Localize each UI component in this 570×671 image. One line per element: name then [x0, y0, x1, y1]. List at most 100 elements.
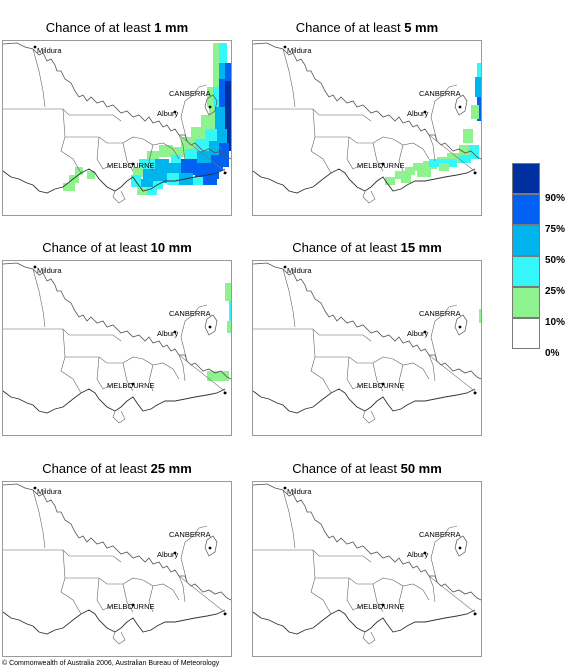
probability-cell [209, 107, 215, 131]
district-boundary [32, 48, 46, 108]
title-prefix: Chance of at least [292, 240, 397, 255]
district-boundary [253, 328, 372, 342]
coastline [3, 609, 226, 635]
district-boundary [3, 549, 122, 563]
place-label-mildura: Mildura [37, 487, 62, 496]
probability-cell [63, 183, 75, 191]
probability-cell [87, 171, 95, 179]
district-boundary [372, 142, 384, 172]
probability-grid [479, 309, 481, 323]
town-dot [283, 486, 287, 490]
district-boundary [112, 410, 126, 424]
map-15mm: Mildura CANBERRA Albury MELBOURNE [252, 260, 482, 436]
town-dot [173, 551, 177, 555]
place-label-canberra: CANBERRA [169, 89, 211, 98]
probability-cell [167, 173, 181, 185]
district-boundary [372, 362, 384, 392]
town-dot [223, 171, 227, 175]
district-boundary [142, 579, 180, 601]
probability-cell [75, 167, 83, 175]
district-boundary [430, 304, 458, 362]
town-dot [131, 162, 135, 166]
district-boundary [65, 577, 144, 585]
district-boundary [310, 549, 332, 615]
district-boundary [428, 354, 436, 382]
place-label-albury: Albury [407, 329, 429, 338]
district-boundary [96, 136, 112, 170]
probability-cell [405, 167, 415, 175]
district-boundary [346, 577, 362, 611]
district-boundary [398, 585, 404, 613]
legend-label-10: 10% [545, 317, 566, 328]
district-boundary [178, 134, 186, 162]
title-prefix: Chance of at least [45, 20, 151, 35]
legend-label-0: 0% [545, 348, 560, 359]
probability-cell [207, 87, 215, 107]
probability-cell [193, 177, 203, 185]
town-dot [208, 325, 212, 329]
probability-cell [173, 147, 185, 157]
panel-title: Chance of at least 50 mm [252, 459, 482, 479]
probability-cell [469, 145, 479, 159]
probability-cell [209, 141, 219, 155]
probability-cell [139, 159, 155, 169]
legend-label-90: 90% [545, 193, 566, 204]
district-boundary [112, 631, 126, 645]
district-boundary [32, 268, 46, 328]
legend-swatch-0 [512, 318, 540, 349]
border-line [178, 134, 228, 174]
map-50mm: Mildura CANBERRA Albury MELBOURNE [252, 481, 482, 657]
probability-cell [215, 107, 225, 131]
title-prefix: Chance of at least [42, 461, 147, 476]
place-label-melbourne: MELBOURNE [107, 381, 155, 390]
probability-grid [385, 63, 481, 185]
probability-cell [229, 301, 231, 321]
map-svg: Mildura CANBERRA Albury MELBOURNE [3, 42, 231, 204]
coastline [3, 388, 226, 414]
map-svg: Mildura CANBERRA Albury MELBOURNE [253, 483, 481, 645]
district-boundary [122, 583, 134, 613]
probability-cell [185, 149, 197, 159]
district-boundary [392, 579, 430, 601]
legend-swatch-10 [512, 287, 540, 318]
district-boundary [3, 108, 122, 122]
probability-cell [217, 129, 227, 143]
probability-cell [475, 77, 481, 97]
map-svg: Mildura CANBERRA Albury MELBOURNE [253, 262, 481, 424]
place-label-melbourne: MELBOURNE [107, 602, 155, 611]
district-boundary [315, 136, 394, 144]
legend-swatch-90 [512, 163, 540, 194]
coastline [253, 388, 476, 414]
district-boundary [282, 489, 296, 549]
town-dot [33, 265, 37, 269]
map-5mm: Mildura CANBERRA Albury MELBOURNE [252, 40, 482, 216]
probability-cell [479, 309, 481, 323]
coastline [253, 168, 476, 194]
place-label-canberra: CANBERRA [419, 309, 461, 318]
place-label-albury: Albury [407, 550, 429, 559]
legend-label-75: 75% [545, 224, 566, 235]
probability-cell [459, 155, 471, 163]
probability-cell [133, 167, 143, 177]
district-boundary [315, 356, 394, 364]
district-boundary [180, 304, 208, 362]
probability-cell [143, 169, 155, 181]
place-label-melbourne: MELBOURNE [357, 602, 405, 611]
probability-cell [417, 167, 431, 177]
border-line [178, 354, 228, 394]
probability-cell [195, 139, 209, 151]
probability-cell [213, 87, 219, 109]
probability-cell [171, 155, 181, 165]
district-boundary [430, 84, 458, 142]
district-boundary [96, 356, 112, 390]
town-dot [458, 546, 462, 550]
panel-title: Chance of at least 1 mm [2, 18, 232, 38]
town-dot [473, 612, 477, 616]
district-boundary [180, 84, 208, 142]
threshold-label: 10 mm [150, 240, 192, 255]
town-dot [381, 603, 385, 607]
district-boundary [122, 362, 134, 392]
district-boundary [428, 134, 436, 162]
town-dot [473, 171, 477, 175]
town-dot [223, 612, 227, 616]
